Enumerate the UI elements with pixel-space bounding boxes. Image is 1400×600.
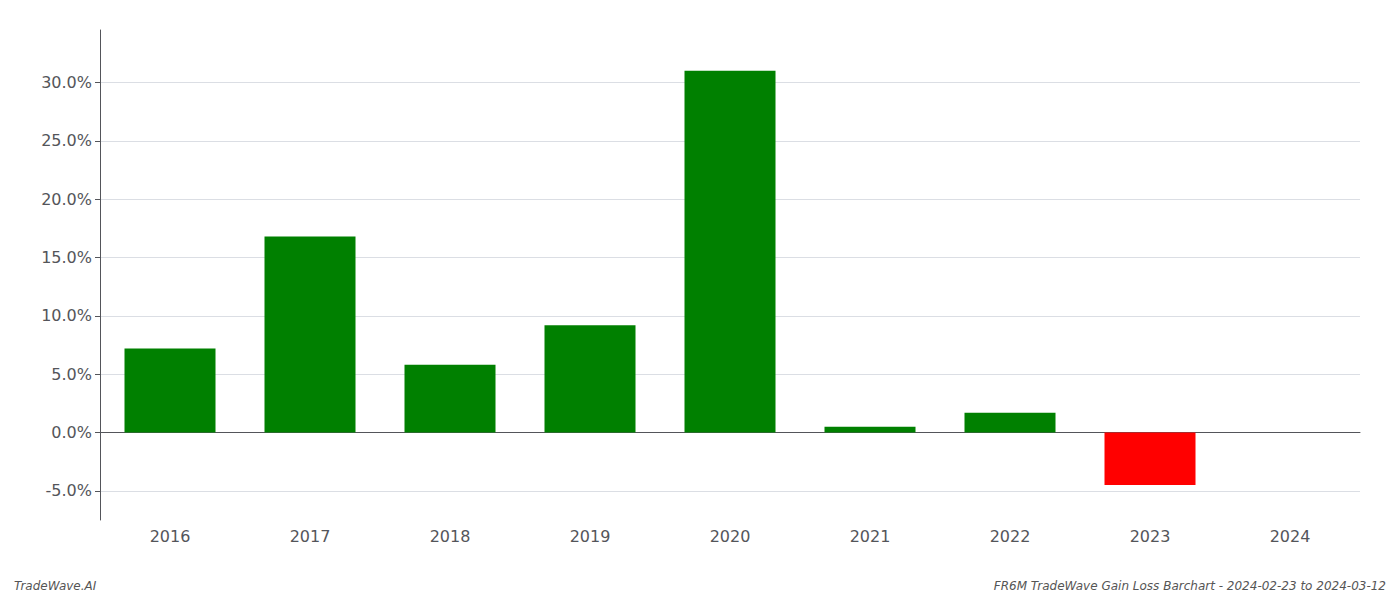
svg-text:2024: 2024 — [1270, 527, 1311, 546]
svg-text:2020: 2020 — [710, 527, 751, 546]
svg-text:15.0%: 15.0% — [41, 248, 92, 267]
svg-text:25.0%: 25.0% — [41, 131, 92, 150]
svg-text:TradeWave.AI: TradeWave.AI — [14, 579, 97, 593]
svg-text:5.0%: 5.0% — [51, 365, 92, 384]
svg-text:2016: 2016 — [150, 527, 191, 546]
svg-text:2019: 2019 — [570, 527, 611, 546]
svg-text:20.0%: 20.0% — [41, 190, 92, 209]
svg-text:2017: 2017 — [290, 527, 331, 546]
svg-text:30.0%: 30.0% — [41, 73, 92, 92]
svg-text:-5.0%: -5.0% — [46, 481, 92, 500]
svg-text:10.0%: 10.0% — [41, 306, 92, 325]
svg-text:2021: 2021 — [850, 527, 891, 546]
svg-text:2023: 2023 — [1130, 527, 1171, 546]
svg-text:0.0%: 0.0% — [51, 423, 92, 442]
svg-text:2018: 2018 — [430, 527, 471, 546]
svg-text:FR6M TradeWave Gain Loss Barch: FR6M TradeWave Gain Loss Barchart - 2024… — [994, 579, 1386, 593]
svg-text:2022: 2022 — [990, 527, 1031, 546]
